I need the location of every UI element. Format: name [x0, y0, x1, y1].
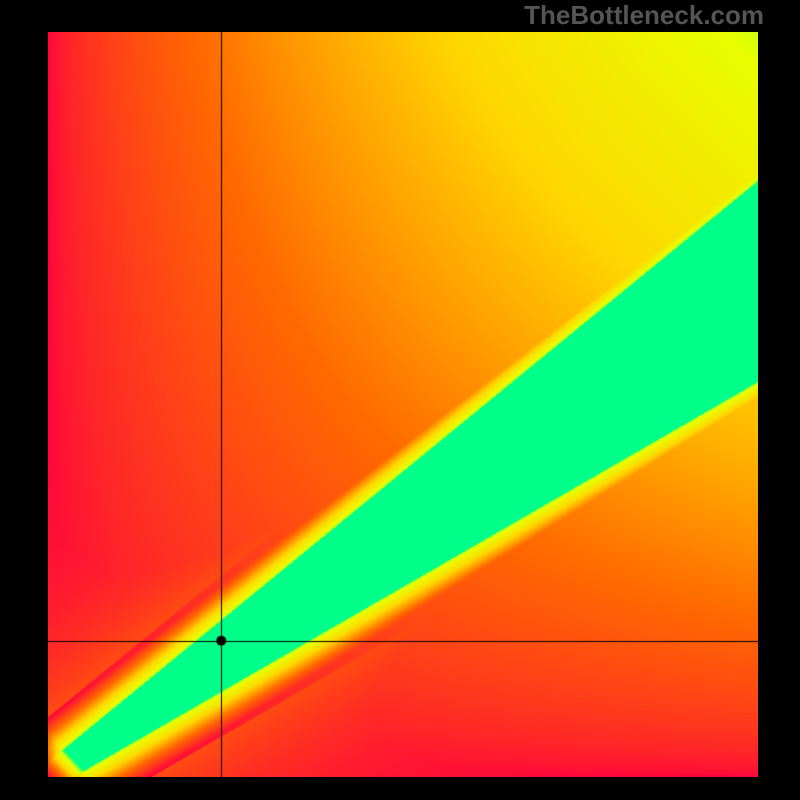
bottleneck-heatmap-container: TheBottleneck.com — [0, 0, 800, 800]
bottleneck-heatmap-canvas — [48, 32, 758, 777]
watermark-text: TheBottleneck.com — [524, 0, 764, 31]
